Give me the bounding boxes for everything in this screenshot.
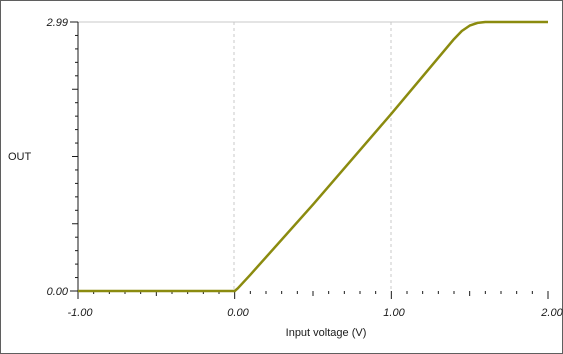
y-tick-label-top: 2.99 bbox=[46, 17, 68, 29]
y-axis-title: OUT bbox=[8, 151, 32, 163]
x-tick-label-2: 1.00 bbox=[383, 307, 405, 319]
x-tick-label-1: 0.00 bbox=[227, 307, 249, 319]
x-tick-label-3: 2.00 bbox=[540, 307, 563, 319]
x-axis-title: Input voltage (V) bbox=[286, 327, 367, 339]
y-tick-label-bottom: 0.00 bbox=[47, 286, 69, 298]
y-minor-ticks bbox=[72, 34, 78, 279]
x-tick-label-0: -1.00 bbox=[67, 307, 93, 319]
series-line bbox=[78, 20, 548, 293]
